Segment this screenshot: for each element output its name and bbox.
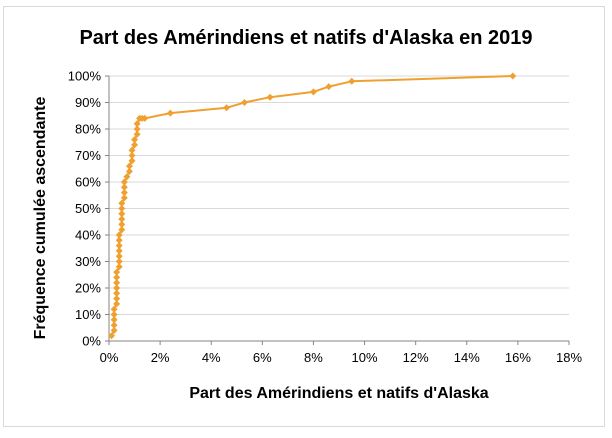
- data-point-marker: [128, 146, 136, 154]
- data-point-marker: [120, 183, 128, 191]
- data-point-marker: [118, 199, 126, 207]
- data-point-marker: [118, 205, 126, 212]
- data-point-marker: [131, 136, 139, 144]
- data-point-marker: [118, 226, 126, 234]
- data-point-marker: [113, 289, 121, 297]
- data-point-marker: [118, 210, 126, 218]
- x-tick-label: 8%: [304, 350, 323, 365]
- data-point-marker: [110, 311, 118, 318]
- series-group: [108, 72, 517, 340]
- x-tick-label: 18%: [556, 350, 582, 365]
- y-tick-label: 80%: [75, 122, 101, 137]
- data-point-marker: [113, 273, 121, 281]
- data-point-marker: [120, 194, 128, 202]
- chart-title: Part des Amérindiens et natifs d'Alaska …: [79, 27, 533, 49]
- data-point-marker: [128, 157, 136, 165]
- data-point-marker: [131, 141, 139, 149]
- data-point-marker: [113, 279, 121, 287]
- data-point-marker: [113, 300, 121, 308]
- data-point-marker: [115, 247, 123, 255]
- x-tick-label: 14%: [454, 350, 480, 365]
- data-point-marker: [115, 236, 123, 244]
- tick-labels: 0% 10% 20% 30% 40% 50% 60% 70% 80% 90% 100% 0% 2% 4% 6…: [68, 69, 583, 366]
- data-point-marker: [128, 152, 136, 159]
- y-tick-label: 90%: [75, 95, 101, 110]
- data-point-marker: [125, 167, 133, 175]
- data-point-marker: [120, 189, 128, 197]
- data-point-marker: [110, 326, 118, 334]
- data-point-marker: [115, 258, 123, 265]
- x-tick-label: 4%: [202, 350, 221, 365]
- data-point-marker: [125, 162, 133, 170]
- y-tick-label: 60%: [75, 175, 101, 190]
- data-point-marker: [348, 77, 356, 85]
- x-tick-label: 2%: [151, 350, 170, 365]
- data-point-marker: [110, 321, 118, 329]
- y-tick-label: 70%: [75, 148, 101, 163]
- data-point-marker: [118, 215, 126, 223]
- x-tick-label: 0%: [100, 350, 119, 365]
- y-tick-label: 50%: [75, 201, 101, 216]
- data-point-marker: [133, 120, 141, 128]
- x-tick-label: 16%: [505, 350, 531, 365]
- data-point-marker: [325, 83, 333, 91]
- axes: [105, 75, 570, 345]
- data-point-marker: [133, 125, 141, 133]
- data-point-marker: [223, 104, 231, 112]
- data-point-marker: [113, 295, 121, 303]
- data-point-marker: [509, 72, 517, 80]
- data-point-marker: [115, 231, 123, 239]
- x-tick-label: 10%: [352, 350, 378, 365]
- y-tick-label: 20%: [75, 281, 101, 296]
- data-point-marker: [110, 316, 118, 324]
- y-tick-label: 30%: [75, 254, 101, 269]
- data-point-marker: [115, 252, 123, 260]
- x-tick-label: 12%: [403, 350, 429, 365]
- data-point-marker: [309, 88, 317, 96]
- data-point-marker: [118, 220, 126, 228]
- data-point-marker: [240, 99, 248, 106]
- x-axis-title: Part des Amérindiens et natifs d'Alaska: [189, 385, 489, 402]
- data-point-marker: [141, 114, 149, 122]
- y-tick-label: 100%: [68, 69, 102, 84]
- data-point-marker: [166, 109, 174, 117]
- data-point-marker: [115, 263, 123, 271]
- x-tick-label: 6%: [253, 350, 272, 365]
- data-point-marker: [108, 332, 116, 340]
- y-tick-label: 10%: [75, 307, 101, 322]
- data-point-marker: [133, 130, 141, 138]
- y-tick-label: 40%: [75, 228, 101, 243]
- y-tick-label: 0%: [82, 334, 101, 349]
- data-point-marker: [113, 268, 121, 276]
- data-point-marker: [120, 178, 128, 186]
- data-point-marker: [266, 93, 274, 101]
- data-point-marker: [123, 173, 131, 181]
- data-point-marker: [113, 284, 121, 292]
- data-point-marker: [115, 242, 123, 250]
- data-point-marker: [110, 305, 118, 313]
